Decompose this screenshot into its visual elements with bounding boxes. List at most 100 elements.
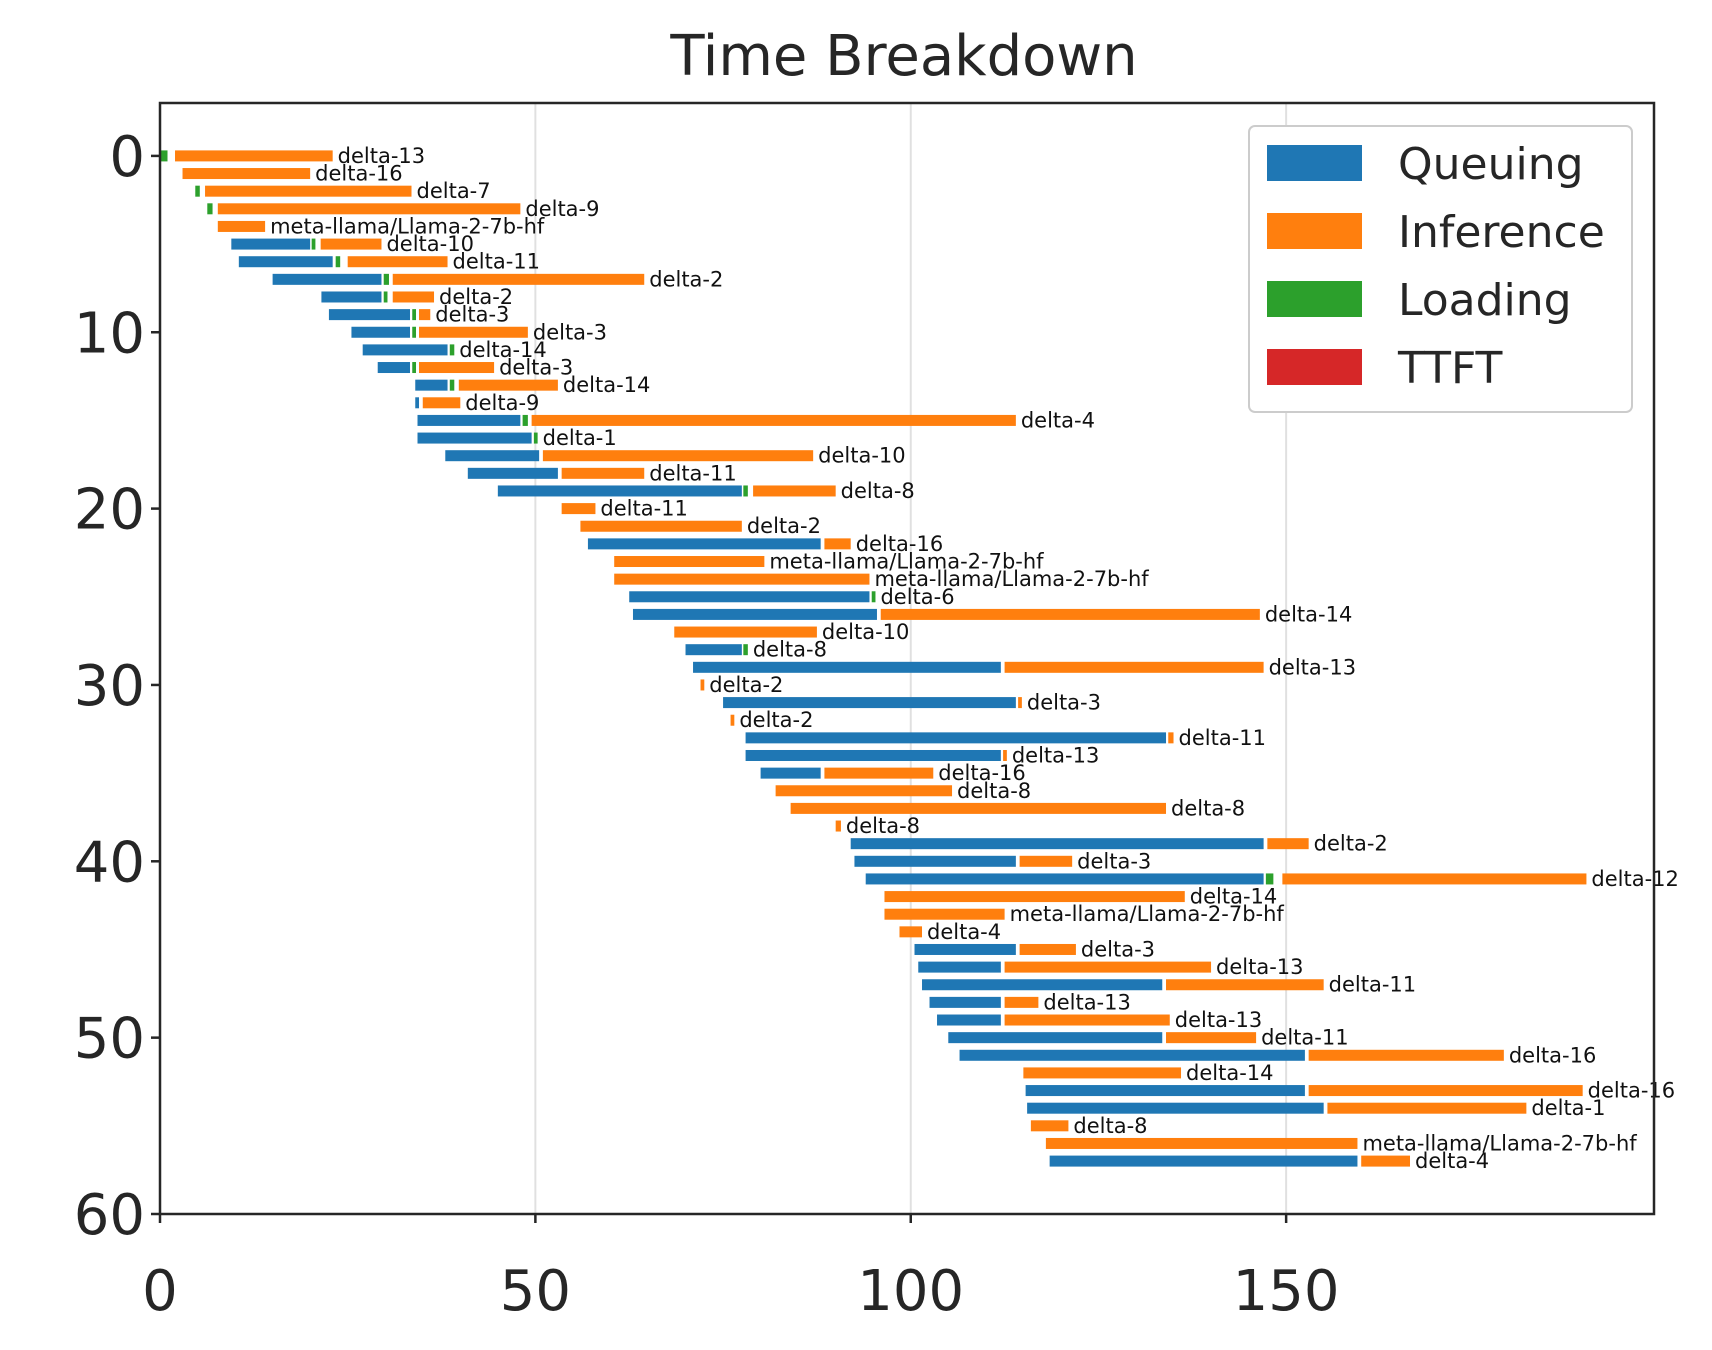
bar-label: delta-8 <box>841 479 915 503</box>
inference-bar <box>1004 661 1264 673</box>
bar-label: delta-1 <box>1531 1096 1605 1120</box>
bar-label: delta-3 <box>533 320 607 344</box>
queuing-bar <box>328 309 411 321</box>
bar-label: delta-4 <box>1021 408 1095 432</box>
bar-label: delta-13 <box>1269 655 1357 679</box>
bar-label: meta-llama/Llama-2-7b-hf <box>874 567 1149 591</box>
bar-label: delta-12 <box>1591 867 1679 891</box>
queuing-bar <box>632 608 877 620</box>
bar-label: delta-8 <box>957 779 1031 803</box>
queuing-bar <box>854 855 1016 867</box>
queuing-bar <box>467 467 558 479</box>
inference-bar <box>674 626 817 638</box>
queuing-bar <box>417 414 521 426</box>
loading-bar <box>412 326 417 338</box>
plot-frame <box>158 101 1656 1216</box>
bar-label: meta-llama/Llama-2-7b-hf <box>769 550 1044 574</box>
inference-bar <box>884 908 1005 920</box>
inference-bar <box>1019 943 1076 955</box>
inference-bar <box>614 556 765 568</box>
queuing-bar <box>914 943 1016 955</box>
inference-bar <box>1166 979 1324 991</box>
bar-label: delta-16 <box>856 532 944 556</box>
legend: Queuing Inference Loading TTFT <box>1248 125 1633 413</box>
bar-label: delta-1 <box>543 426 617 450</box>
bar-label: delta-11 <box>1329 973 1417 997</box>
x-tick-label: 150 <box>1233 1259 1340 1324</box>
bar-label: delta-14 <box>1190 885 1278 909</box>
inference-bar <box>775 785 953 797</box>
inference-bar <box>1004 961 1212 973</box>
inference-bar <box>531 414 1016 426</box>
queuing-bar <box>272 273 382 285</box>
bar-label: delta-3 <box>435 303 509 327</box>
inference-bar <box>824 767 934 779</box>
queuing-bar <box>351 326 411 338</box>
loading-bar <box>533 432 538 444</box>
queuing-bar <box>850 838 1264 850</box>
bar-label: meta-llama/Llama-2-7b-hf <box>1362 1131 1637 1155</box>
queuing-bar <box>948 1032 1163 1044</box>
loading-bar <box>412 309 417 321</box>
bar-label: delta-9 <box>525 197 599 221</box>
axes-layer: 0 50 100 150 0 10 20 30 40 50 60 <box>74 101 1656 1324</box>
inference-bar <box>542 450 814 462</box>
inference-bar <box>880 608 1260 620</box>
bar-label: delta-8 <box>753 638 827 662</box>
inference-bar <box>899 926 923 938</box>
legend-swatch <box>1267 281 1362 317</box>
inference-bar <box>1019 855 1073 867</box>
queuing-bar <box>685 644 742 656</box>
queuing-bar <box>1025 1085 1305 1097</box>
queuing-bar <box>417 432 532 444</box>
bar-label: delta-13 <box>1012 743 1100 767</box>
inference-bar <box>1327 1102 1527 1114</box>
legend-label: Loading <box>1398 275 1572 326</box>
bar-label: delta-16 <box>938 761 1026 785</box>
bar-label: delta-9 <box>465 391 539 415</box>
bar-label: delta-8 <box>1171 796 1245 820</box>
queuing-bar <box>745 732 1167 744</box>
legend-label: Queuing <box>1398 139 1584 190</box>
queuing-bar <box>587 538 821 550</box>
inference-bar <box>884 891 1185 903</box>
loading-bar <box>449 379 455 391</box>
inference-bar <box>753 485 836 497</box>
bar-label: delta-8 <box>1073 1114 1147 1138</box>
inference-bar <box>580 520 742 532</box>
bar-label: delta-8 <box>846 814 920 838</box>
bar-label: delta-16 <box>1509 1043 1597 1067</box>
queuing-bar <box>497 485 742 497</box>
inference-bar <box>205 185 412 197</box>
y-tick-label: 60 <box>74 1183 145 1248</box>
queuing-bar <box>959 1049 1305 1061</box>
loading-bar <box>383 291 388 303</box>
bar-label: delta-2 <box>439 285 513 309</box>
x-tick-label: 0 <box>142 1259 178 1324</box>
inference-bar <box>419 326 528 338</box>
queuing-bar <box>918 961 1001 973</box>
loading-bar <box>412 362 417 374</box>
queuing-bar <box>745 749 1001 761</box>
bar-label: delta-14 <box>563 373 651 397</box>
queuing-bar <box>415 379 448 391</box>
inference-bar <box>561 467 645 479</box>
bar-label: delta-2 <box>649 267 723 291</box>
x-tick-label: 50 <box>500 1259 571 1324</box>
queuing-bar <box>1027 1102 1324 1114</box>
queuing-bar <box>693 661 1001 673</box>
queuing-bar <box>937 1014 1001 1026</box>
chart-title: Time Breakdown <box>669 24 1137 89</box>
inference-bar <box>730 714 735 726</box>
inference-bar <box>1308 1049 1504 1061</box>
inference-bar <box>1045 1137 1358 1149</box>
y-tick-label: 50 <box>74 1007 145 1072</box>
bar-label: delta-11 <box>1261 1026 1349 1050</box>
inference-bar <box>419 362 495 374</box>
bar-label: delta-11 <box>1179 726 1267 750</box>
bar-label: delta-16 <box>315 162 403 186</box>
inference-bar <box>392 291 435 303</box>
inference-bar <box>1267 838 1309 850</box>
inference-bar <box>561 503 596 515</box>
